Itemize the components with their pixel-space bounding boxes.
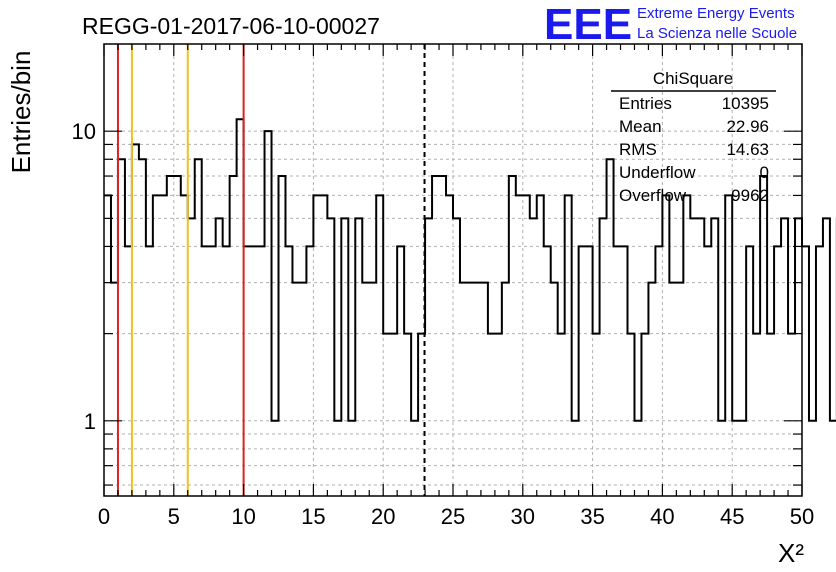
logo-line1: Extreme Energy Events — [637, 5, 795, 22]
x-axis-label: X² — [778, 538, 804, 568]
chart-title: REGG-01-2017-06-10-00027 — [82, 13, 380, 39]
y-tick-labels: 1 10 — [72, 119, 96, 434]
y-axis-label: Entries/bin — [6, 51, 36, 174]
stats-box: ChiSquare Entries 10395 Mean 22.96 RMS 14.63 U… — [611, 69, 776, 205]
stats-label: RMS — [619, 140, 657, 159]
histogram-series — [104, 118, 836, 422]
x-tick-label: 15 — [301, 504, 325, 529]
eee-logo-mark: EEE — [544, 0, 632, 49]
logo-line2: La Scienza nelle Scuole — [637, 25, 797, 42]
x-tick-label: 10 — [231, 504, 255, 529]
y-tick-label: 1 — [84, 409, 96, 434]
x-tick-labels: 0 5 10 15 20 25 30 35 40 45 50 — [98, 504, 814, 529]
stats-value: 14.63 — [726, 140, 769, 159]
x-tick-label: 25 — [441, 504, 465, 529]
stats-label: Entries — [619, 94, 672, 113]
grid-lines — [104, 44, 802, 496]
histogram-line — [104, 118, 836, 422]
x-tick-label: 20 — [371, 504, 395, 529]
stats-value: 9962 — [731, 186, 769, 205]
x-tick-label: 30 — [511, 504, 535, 529]
stats-value: 0 — [760, 163, 769, 182]
stats-label: Overflow — [619, 186, 687, 205]
y-tick-label: 10 — [72, 119, 96, 144]
x-tick-label: 50 — [790, 504, 814, 529]
x-tick-label: 45 — [720, 504, 744, 529]
stats-value: 22.96 — [726, 117, 769, 136]
x-tick-label: 0 — [98, 504, 110, 529]
x-tick-label: 5 — [168, 504, 180, 529]
stats-title: ChiSquare — [653, 69, 733, 88]
stats-label: Underflow — [619, 163, 696, 182]
x-tick-label: 35 — [580, 504, 604, 529]
stats-value: 10395 — [722, 94, 769, 113]
stats-label: Mean — [619, 117, 662, 136]
axis-ticks — [103, 44, 803, 496]
x-tick-label: 40 — [650, 504, 674, 529]
